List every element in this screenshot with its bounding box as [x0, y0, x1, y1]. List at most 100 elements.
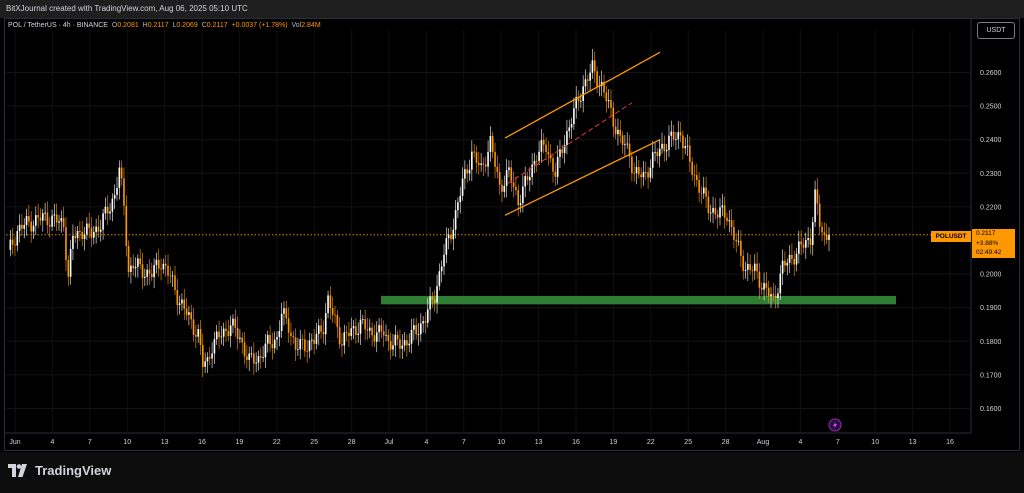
channel-mid-line: [507, 102, 633, 184]
candle-body: [805, 240, 807, 248]
candle-body: [784, 260, 786, 266]
candle-body: [118, 167, 121, 189]
candle-body: [426, 309, 429, 323]
candle-body: [287, 318, 290, 333]
candle-body: [524, 176, 526, 187]
candle-body: [352, 326, 355, 329]
candle-body: [97, 226, 100, 232]
candle-body: [517, 190, 520, 206]
x-tick-label: 28: [348, 439, 356, 446]
candle-body: [716, 214, 719, 218]
candle-body: [116, 188, 118, 195]
candle-body: [733, 227, 735, 240]
demand-zone: [381, 295, 896, 305]
candle-body: [28, 216, 30, 222]
candle-body: [791, 254, 793, 259]
candle-body: [651, 152, 654, 168]
x-tick-label: 10: [123, 439, 131, 446]
candle-body: [540, 139, 543, 152]
candle-body: [436, 286, 438, 303]
candle-body: [192, 319, 195, 335]
candle-body: [698, 180, 700, 193]
candle-body: [589, 72, 591, 81]
candle-body: [239, 337, 241, 339]
candle-body: [440, 266, 443, 272]
x-tick-label: 7: [462, 439, 466, 446]
candle-body: [744, 269, 747, 271]
candle-body: [614, 126, 617, 135]
tradingview-logo[interactable]: TradingView: [8, 463, 111, 478]
candle-body: [37, 215, 39, 218]
candle-body: [65, 227, 67, 261]
candle-body: [155, 259, 158, 266]
candle-body: [150, 273, 153, 278]
candle-body: [51, 215, 53, 227]
candle-body: [809, 238, 812, 245]
candle-body: [612, 107, 615, 127]
candle-body: [542, 139, 545, 145]
candle-body: [577, 96, 580, 102]
channel-lower-line: [504, 139, 661, 216]
candle-body: [204, 361, 206, 367]
y-tick-label: 0.1600: [980, 406, 1002, 413]
candle-body: [336, 314, 339, 328]
candle-body: [445, 238, 448, 255]
price-tag-symbol: POLUSDT: [931, 231, 971, 242]
price-chart[interactable]: 0.2600 0.2500 0.2400 0.2300 0.2200 0.2000 0.19…: [0, 0, 1024, 452]
candle-body: [591, 60, 594, 73]
x-tick-label: 22: [273, 439, 281, 446]
candle-body: [290, 332, 292, 336]
candle-body: [505, 170, 508, 186]
candle-body: [494, 152, 496, 167]
candle-body: [477, 162, 480, 165]
candle-body: [468, 169, 471, 174]
candle-body: [60, 218, 63, 222]
candle-body: [213, 339, 216, 354]
candle-body: [447, 234, 450, 239]
candle-body: [765, 283, 768, 288]
candle-body: [466, 169, 469, 174]
candle-body: [452, 229, 455, 240]
footer-bar: [0, 452, 1024, 493]
candle-body: [315, 333, 318, 344]
candle-body: [800, 241, 802, 245]
candle-body: [737, 240, 740, 242]
candle-body: [684, 146, 687, 149]
candle-body: [146, 269, 148, 277]
y-tick-label: 0.1900: [980, 305, 1002, 312]
y-tick-label: 0.2300: [980, 171, 1002, 178]
candle-body: [25, 216, 28, 226]
candle-body: [779, 273, 782, 294]
candle-body: [686, 145, 689, 147]
candle-body: [696, 175, 698, 181]
candle-body: [271, 344, 274, 349]
candle-body: [162, 263, 165, 270]
candle-body: [459, 195, 462, 203]
candle-body: [93, 232, 95, 238]
candle-body: [120, 167, 123, 179]
candle-body: [422, 321, 424, 324]
candle-body: [387, 334, 390, 341]
candle-body: [484, 164, 487, 167]
candle-body: [491, 136, 494, 153]
candle-body: [644, 172, 647, 173]
candle-body: [345, 332, 348, 334]
candle-body: [202, 344, 204, 367]
candle-body: [742, 255, 744, 271]
candle-body: [740, 240, 742, 256]
candle-body: [631, 156, 633, 174]
candle-body: [329, 295, 332, 309]
candle-body: [526, 176, 529, 181]
candle-body: [169, 275, 172, 277]
candle-body: [246, 356, 248, 360]
candle-body: [127, 245, 130, 273]
candle-body: [229, 325, 232, 336]
candle-body: [83, 234, 86, 239]
candle-body: [343, 332, 346, 346]
candle-body: [250, 353, 253, 355]
candle-body: [547, 151, 550, 155]
currency-unit-button[interactable]: USDT: [977, 22, 1015, 39]
price-axis: 0.2600 0.2500 0.2400 0.2300 0.2200 0.2000 0.19…: [980, 70, 1002, 413]
candle-body: [714, 208, 717, 215]
candle-body: [433, 299, 436, 303]
